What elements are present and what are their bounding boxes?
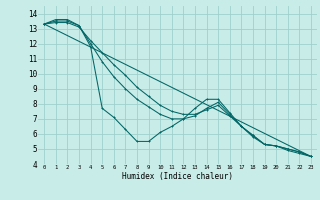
X-axis label: Humidex (Indice chaleur): Humidex (Indice chaleur): [122, 172, 233, 181]
